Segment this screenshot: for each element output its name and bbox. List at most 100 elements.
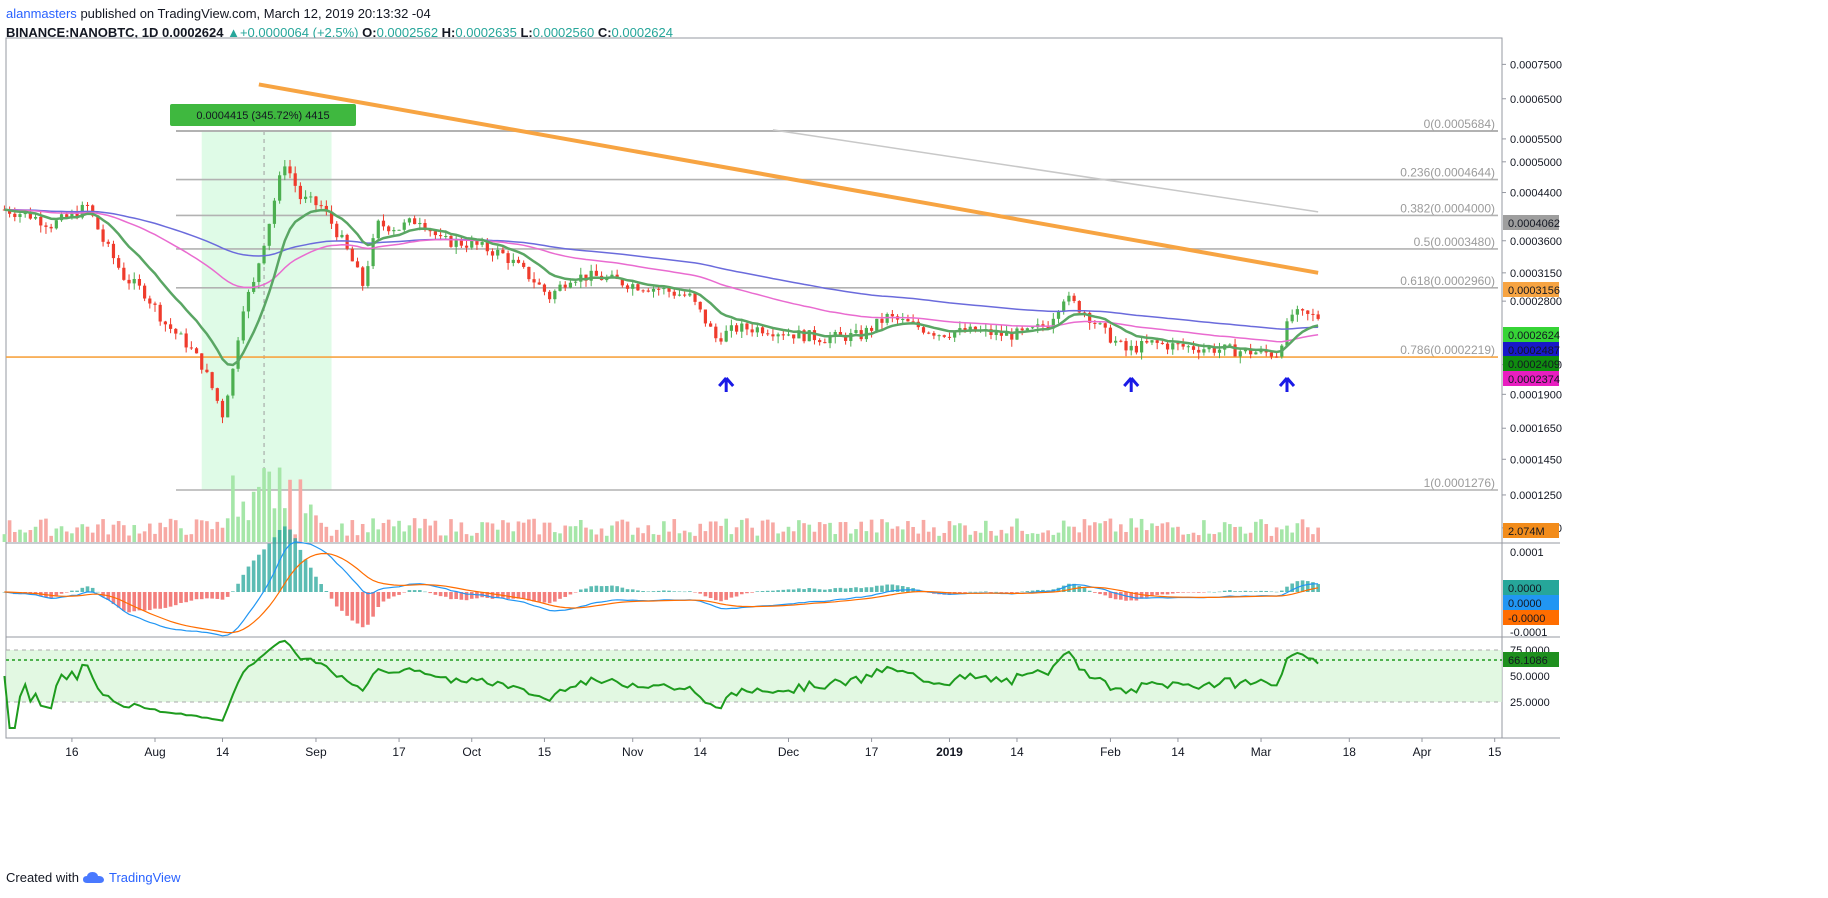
macd-hist-bar <box>573 592 578 593</box>
volume-bar <box>106 534 111 542</box>
macd-hist-bar <box>765 590 770 592</box>
macd-hist-bar <box>1082 587 1087 592</box>
macd-hist-bar <box>283 526 287 592</box>
macd-hist-bar <box>791 589 796 592</box>
volume-bar <box>1134 527 1139 542</box>
volume-bar <box>895 526 900 542</box>
candle-body <box>1015 328 1019 340</box>
candle-body <box>231 368 235 396</box>
macd-hist-bar <box>360 592 365 628</box>
macd-hist-bar <box>459 592 464 600</box>
candle-body <box>444 236 448 238</box>
candle-body <box>267 223 271 246</box>
volume-bar <box>324 526 329 542</box>
volume-bar <box>1233 527 1237 542</box>
candle-body <box>44 225 48 227</box>
candle-body <box>1077 301 1081 313</box>
candle-body <box>532 279 536 283</box>
candle-body <box>657 288 661 290</box>
tradingview-brand[interactable]: TradingView <box>108 870 181 885</box>
price-badge <box>1503 356 1559 371</box>
volume-bar <box>719 525 723 542</box>
volume-bar <box>1103 521 1108 542</box>
macd-hist-bar <box>843 588 848 592</box>
macd-hist-bar <box>184 592 188 603</box>
y-tick-label: 0.0002800 <box>1510 296 1562 308</box>
fib-level-label: 0.618(0.0002960) <box>1400 274 1495 288</box>
macd-hist-bar <box>1067 583 1071 592</box>
macd-hist-bar <box>1103 592 1108 596</box>
macd-hist-bar <box>1098 592 1102 595</box>
candle-body <box>402 222 406 230</box>
macd-hist-bar <box>641 591 645 592</box>
macd-badge <box>1503 610 1559 625</box>
candle-body <box>755 327 759 333</box>
macd-hist-bar <box>698 592 703 594</box>
candle-body <box>724 330 728 342</box>
macd-hist-bar <box>812 588 817 592</box>
candle-body <box>750 329 754 333</box>
volume-bar <box>376 529 381 542</box>
macd-hist-bar <box>443 592 448 597</box>
candle-body <box>1119 340 1123 342</box>
candle-body <box>807 330 811 342</box>
macd-hist-bar <box>485 592 490 598</box>
candle-body <box>1186 346 1190 348</box>
candle-body <box>475 240 479 245</box>
candle-body <box>8 209 12 214</box>
candle-body <box>1285 321 1289 346</box>
volume-bar <box>1181 534 1185 542</box>
candle-body <box>127 279 131 284</box>
macd-hist-bar <box>558 592 562 599</box>
candle-body <box>1004 332 1009 336</box>
macd-hist-bar <box>75 590 79 592</box>
macd-hist-bar <box>516 592 521 599</box>
macd-hist-bar <box>1248 591 1253 592</box>
macd-hist-bar <box>1093 592 1097 593</box>
candle-body <box>1290 314 1294 322</box>
volume-bar <box>262 468 266 542</box>
measure-label-box <box>170 104 356 126</box>
rsi-line <box>3 639 1319 729</box>
volume-bar <box>428 525 433 542</box>
candle-body <box>1103 323 1107 328</box>
volume-bar <box>900 529 905 542</box>
candle-body <box>345 234 349 249</box>
volume-bar <box>968 534 973 542</box>
volume-bar <box>225 518 230 542</box>
macd-hist-bar <box>589 586 593 592</box>
macd-hist-bar <box>231 591 235 592</box>
volume-bar <box>1316 527 1320 542</box>
volume-bar <box>594 534 599 542</box>
candle-body <box>880 318 884 323</box>
up-arrow-icon <box>1278 377 1296 392</box>
candle-body <box>148 298 152 304</box>
candle-body <box>1114 340 1118 343</box>
macd-hist-bar <box>708 592 713 599</box>
candle-body <box>241 311 245 341</box>
volume-bar <box>33 526 38 542</box>
volume-bar <box>28 530 33 542</box>
candle-body <box>620 278 624 286</box>
candle-body <box>641 290 645 292</box>
macd-hist-bar <box>688 591 692 592</box>
y-tick-label: 0.0004400 <box>1510 188 1562 200</box>
author-link[interactable]: alanmasters <box>6 6 77 21</box>
candle-body <box>740 323 744 332</box>
macd-hist-bar <box>267 543 272 592</box>
volume-bar <box>516 521 521 542</box>
volume-bar <box>381 523 386 542</box>
volume-bar <box>137 533 142 542</box>
ema-green-line <box>4 208 1319 367</box>
candle-body <box>288 166 292 174</box>
candle-body <box>828 336 832 344</box>
x-tick-label: 14 <box>694 745 708 759</box>
volume-bar <box>864 531 869 542</box>
macd-hist-bar <box>340 592 344 611</box>
candle-body <box>184 333 188 348</box>
volume-bar <box>1113 531 1118 542</box>
volume-bar <box>423 518 427 542</box>
macd-hist-bar <box>381 592 386 602</box>
volume-bar <box>921 519 926 542</box>
